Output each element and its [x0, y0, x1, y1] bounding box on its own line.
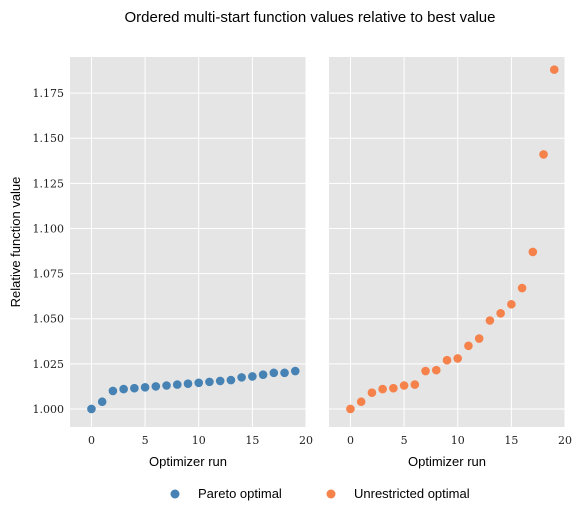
pareto-data-point [237, 373, 246, 382]
pareto-x-tick-label: 10 [192, 434, 206, 447]
unrestricted-data-point [496, 308, 505, 318]
pareto-data-point [194, 378, 204, 388]
pareto-panel-background [70, 57, 306, 427]
pareto-y-tick-label: 1.050 [33, 313, 65, 326]
pareto-x-axis-label: Optimizer run [149, 454, 227, 469]
pareto-data-point [290, 366, 300, 376]
pareto-ticks: 0 5 10 15 20 1.000 1.025 1.050 1.075 1.100 1.125 1.… [33, 87, 314, 447]
unrestricted-x-tick-label: 15 [504, 434, 518, 447]
legend-label-pareto: Pareto optimal [198, 486, 282, 501]
unrestricted-data-point [464, 341, 473, 351]
unrestricted-data-point [421, 366, 430, 376]
legend-label-unrestricted: Unrestricted optimal [354, 486, 470, 501]
unrestricted-data-point [378, 384, 387, 394]
pareto-y-tick-label: 1.075 [33, 268, 65, 281]
pareto-data-point [226, 375, 236, 385]
pareto-y-tick-label: 1.150 [33, 132, 65, 145]
pareto-y-tick-label: 1.175 [33, 87, 65, 100]
pareto-y-tick-label: 1.000 [33, 403, 65, 416]
unrestricted-x-tick-label: 0 [347, 434, 354, 447]
unrestricted-data-point [399, 381, 409, 390]
pareto-data-point [269, 368, 279, 378]
unrestricted-data-point [539, 150, 548, 159]
unrestricted-data-point [346, 404, 355, 414]
y-axis-label: Relative function value [8, 177, 23, 308]
unrestricted-x-axis-label: Optimizer run [408, 454, 486, 469]
pareto-data-point [258, 370, 268, 379]
pareto-data-point [205, 377, 214, 387]
figure-title: Ordered multi-start function values rela… [124, 9, 495, 26]
unrestricted-x-tick-label: 10 [451, 434, 465, 447]
pareto-data-point [151, 382, 161, 391]
pareto-data-point [172, 380, 182, 389]
unrestricted-data-point [507, 299, 516, 309]
pareto-x-tick-label: 15 [245, 434, 259, 447]
unrestricted-data-point [442, 355, 452, 365]
pareto-data-point [248, 372, 257, 381]
pareto-y-tick-label: 1.100 [33, 222, 65, 235]
unrestricted-data-point [389, 383, 398, 393]
unrestricted-grid [329, 57, 566, 427]
unrestricted-data-point [485, 316, 495, 325]
unrestricted-x-tick-label: 5 [401, 434, 408, 447]
pareto-data-point [97, 397, 107, 407]
legend-marker-unrestricted [326, 489, 336, 499]
unrestricted-points [346, 65, 559, 414]
unrestricted-panel: 0 5 10 15 20 Optimizer run [329, 57, 572, 469]
pareto-data-point [108, 386, 118, 396]
legend: Pareto optimal Unrestricted optimal [170, 486, 470, 501]
unrestricted-data-point [474, 334, 484, 343]
pareto-data-point [215, 376, 225, 386]
pareto-x-tick-label: 20 [299, 434, 313, 447]
unrestricted-x-tick-label: 20 [558, 434, 572, 447]
unrestricted-data-point [410, 380, 420, 389]
pareto-y-tick-label: 1.125 [33, 177, 65, 190]
unrestricted-data-point [528, 247, 538, 257]
pareto-data-point [280, 368, 289, 378]
pareto-data-point [183, 379, 193, 388]
unrestricted-data-point [453, 354, 463, 363]
unrestricted-data-point [367, 388, 377, 398]
unrestricted-data-point [549, 65, 559, 74]
pareto-data-point [87, 404, 96, 414]
pareto-y-tick-label: 1.025 [33, 358, 65, 371]
unrestricted-data-point [356, 397, 366, 407]
unrestricted-ticks: 0 5 10 15 20 [347, 434, 572, 447]
pareto-data-point [140, 382, 150, 392]
unrestricted-data-point [431, 365, 441, 375]
pareto-x-tick-label: 5 [142, 434, 149, 447]
pareto-x-tick-label: 0 [88, 434, 95, 447]
pareto-data-point [130, 383, 139, 393]
pareto-panel: 0 5 10 15 20 1.000 1.025 1.050 1.075 1.100 1.125 1.… [33, 57, 314, 469]
pareto-data-point [162, 381, 171, 390]
legend-marker-pareto [170, 489, 180, 499]
pareto-data-point [119, 384, 128, 394]
unrestricted-data-point [517, 283, 527, 293]
unrestricted-panel-background [329, 57, 565, 427]
pareto-points [87, 366, 300, 414]
pareto-grid [70, 57, 307, 427]
